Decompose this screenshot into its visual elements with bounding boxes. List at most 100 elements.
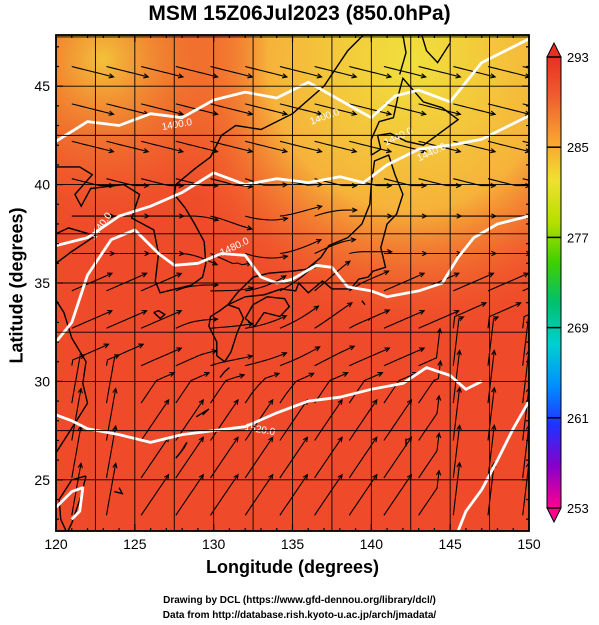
credit-line-2: Data from http://database.rish.kyoto-u.a… bbox=[162, 610, 437, 621]
plot-area: 1400.01440.01440.01480.01400.01440.01520… bbox=[56, 35, 529, 531]
colorbar-max-triangle bbox=[546, 41, 562, 58]
coastline bbox=[208, 304, 245, 363]
streamline bbox=[522, 350, 529, 404]
streamline-arrowhead bbox=[268, 436, 274, 443]
y-tick-label: 40 bbox=[34, 177, 50, 193]
streamline-arrowhead bbox=[456, 424, 462, 431]
streamline bbox=[106, 65, 149, 78]
streamline-arrowhead bbox=[316, 110, 323, 116]
streamline-arrowhead bbox=[212, 148, 219, 154]
streamline bbox=[244, 474, 274, 516]
streamline-arrowhead bbox=[103, 343, 110, 349]
streamline bbox=[487, 272, 529, 292]
streamline bbox=[383, 399, 412, 441]
colorbar bbox=[546, 56, 562, 509]
streamline bbox=[245, 215, 288, 221]
streamline-arrowhead bbox=[383, 270, 390, 276]
streamline bbox=[140, 140, 184, 153]
streamline bbox=[210, 322, 254, 329]
streamline-arrowhead bbox=[456, 461, 462, 468]
streamline-arrowhead bbox=[177, 73, 185, 79]
streamline-arrowhead bbox=[351, 148, 358, 154]
streamline-arrowhead bbox=[281, 148, 289, 154]
streamline bbox=[314, 345, 355, 367]
streamline bbox=[245, 103, 288, 115]
streamline bbox=[71, 343, 109, 366]
streamline-arrowhead bbox=[177, 148, 185, 154]
streamline bbox=[314, 372, 348, 404]
streamline-arrowhead bbox=[281, 351, 288, 357]
streamline bbox=[210, 399, 239, 441]
streamline bbox=[383, 474, 412, 516]
streamline-arrowhead bbox=[525, 349, 529, 355]
streamline-arrowhead bbox=[281, 73, 289, 79]
streamline bbox=[175, 372, 210, 404]
streamline bbox=[522, 425, 529, 478]
streamline bbox=[210, 103, 253, 115]
coastline bbox=[195, 408, 210, 418]
streamline-arrowhead bbox=[282, 216, 289, 222]
streamline bbox=[140, 474, 170, 516]
streamline-arrowhead bbox=[420, 73, 427, 79]
streamline bbox=[418, 65, 461, 78]
streamline bbox=[106, 310, 147, 329]
coastline bbox=[114, 487, 124, 495]
streamline-arrowhead bbox=[419, 309, 426, 315]
streamline bbox=[487, 178, 529, 187]
streamline bbox=[71, 178, 114, 187]
streamline-arrowhead bbox=[213, 216, 220, 222]
streamline-arrowhead bbox=[281, 110, 289, 116]
streamline-arrowhead bbox=[351, 110, 358, 116]
streamline-arrowhead bbox=[490, 73, 497, 79]
streamline-arrowhead bbox=[314, 346, 321, 352]
streamline-arrowhead bbox=[490, 110, 497, 116]
streamline-arrowhead bbox=[455, 73, 462, 79]
streamline-arrowhead bbox=[491, 386, 497, 393]
streamline bbox=[314, 436, 343, 479]
x-tick-label: 120 bbox=[44, 536, 68, 552]
streamline-arrowhead bbox=[112, 424, 118, 431]
streamline-arrowhead bbox=[351, 207, 358, 213]
streamline bbox=[452, 316, 464, 366]
streamline-arrowhead bbox=[313, 305, 320, 311]
streamline-arrowhead bbox=[203, 371, 211, 377]
streamline bbox=[383, 65, 426, 78]
streamline-arrowhead bbox=[384, 309, 391, 315]
streamline-arrowhead bbox=[143, 148, 150, 154]
streamline bbox=[210, 65, 253, 78]
streamline bbox=[452, 350, 461, 404]
streamline-arrowhead bbox=[138, 343, 145, 349]
streamline bbox=[418, 433, 440, 479]
streamline-arrowhead bbox=[143, 73, 150, 79]
coastline bbox=[370, 76, 460, 156]
streamline-arrowhead bbox=[420, 110, 427, 116]
streamline bbox=[314, 209, 357, 217]
streamlines bbox=[71, 65, 529, 516]
streamline bbox=[314, 474, 343, 516]
streamline bbox=[140, 372, 175, 404]
streamline bbox=[279, 239, 322, 255]
streamline bbox=[140, 178, 184, 187]
streamline bbox=[487, 462, 495, 516]
x-tick-label: 135 bbox=[281, 536, 305, 552]
streamline bbox=[522, 313, 529, 329]
y-tick-label: 30 bbox=[34, 373, 50, 389]
streamline bbox=[279, 65, 322, 78]
streamline-arrowhead bbox=[385, 148, 393, 154]
streamline bbox=[348, 436, 378, 479]
streamline-arrowhead bbox=[346, 302, 353, 308]
streamline bbox=[175, 140, 218, 153]
streamline bbox=[244, 436, 274, 479]
streamline bbox=[453, 178, 496, 187]
streamline-arrowhead bbox=[198, 436, 205, 443]
streamline-arrowhead bbox=[349, 345, 356, 351]
streamline-arrowhead bbox=[435, 394, 442, 401]
streamline bbox=[314, 238, 356, 255]
streamline bbox=[175, 318, 218, 329]
streamline bbox=[452, 302, 487, 329]
streamline bbox=[349, 309, 390, 329]
streamline bbox=[383, 103, 426, 115]
colorbar-tick-label: 285 bbox=[567, 140, 589, 155]
